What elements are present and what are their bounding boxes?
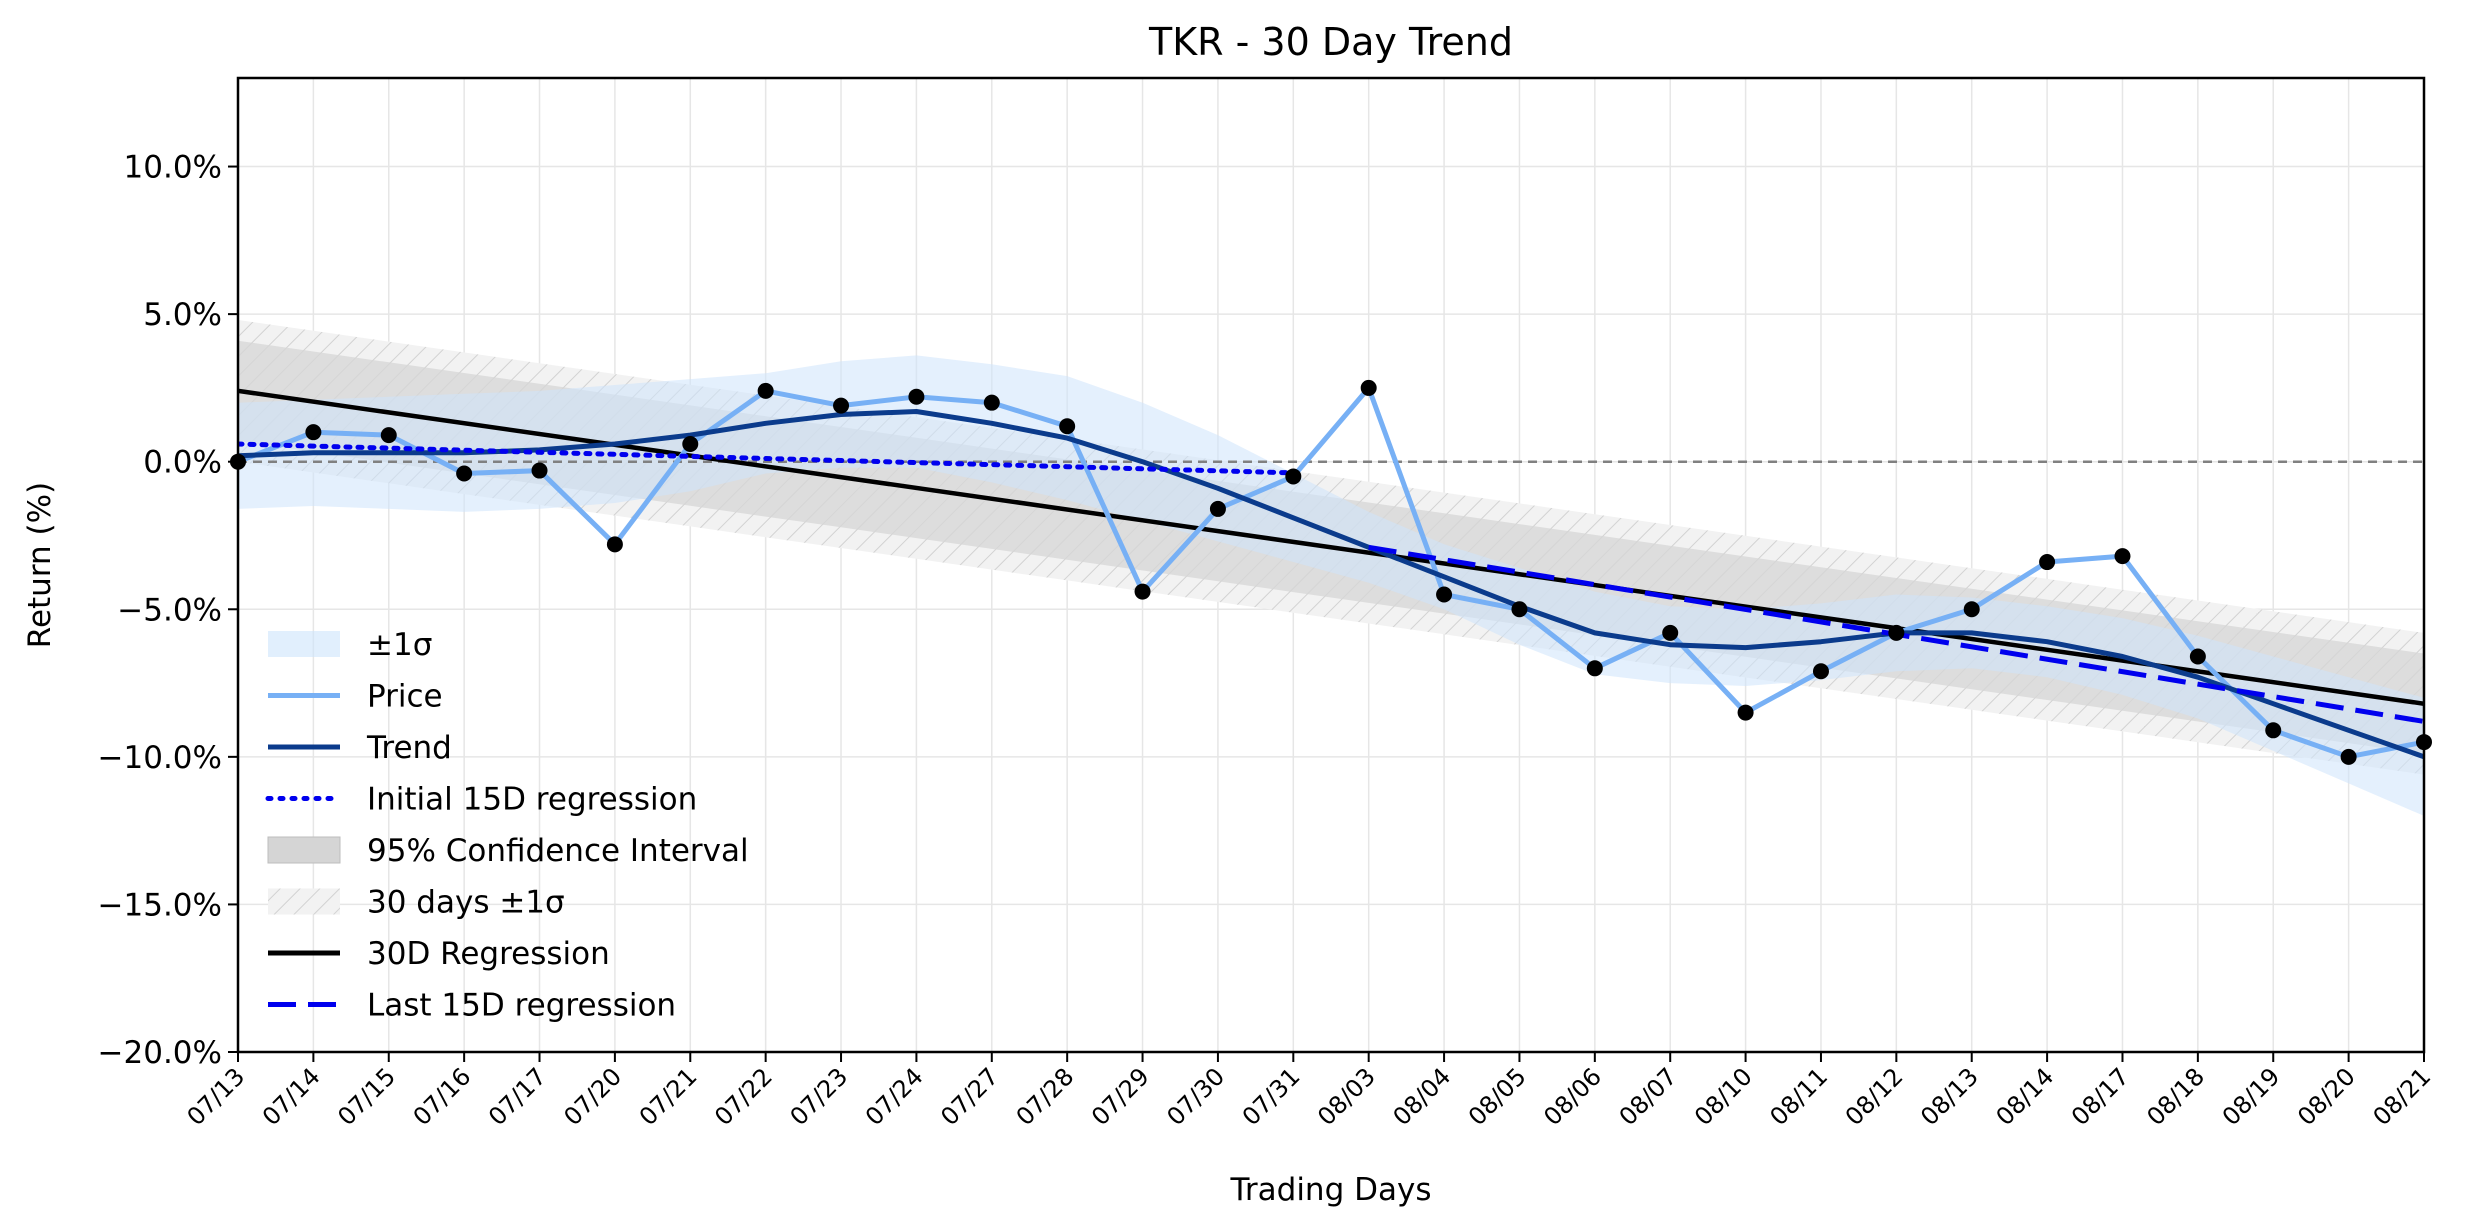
chart-title: TKR - 30 Day Trend	[1148, 20, 1513, 64]
price-point	[1662, 624, 1679, 641]
series-lines	[238, 385, 2424, 760]
x-tick-label: 08/06	[1538, 1062, 1607, 1131]
x-tick-label: 08/12	[1840, 1062, 1909, 1131]
price-point	[531, 462, 548, 479]
price-line	[238, 385, 2424, 760]
x-tick-label: 07/30	[1161, 1062, 1230, 1131]
x-tick-label: 07/28	[1011, 1062, 1080, 1131]
price-point	[1511, 601, 1528, 618]
price-point	[1963, 601, 1980, 618]
price-point	[2114, 548, 2131, 565]
price-point	[682, 435, 699, 452]
price-point	[1209, 500, 1226, 517]
x-tick-label: 08/11	[1764, 1062, 1833, 1131]
x-tick-label: 08/03	[1312, 1062, 1381, 1131]
price-point	[2189, 648, 2206, 665]
x-tick-label: 08/07	[1614, 1062, 1683, 1131]
x-tick-label: 08/19	[2217, 1062, 2286, 1131]
x-tick-label: 07/29	[1086, 1062, 1155, 1131]
price-point	[1059, 418, 1076, 435]
price-point	[1812, 663, 1829, 680]
legend-label: Last 15D regression	[367, 988, 676, 1024]
x-tick-label: 07/13	[182, 1062, 251, 1131]
y-tick-label: 10.0%	[124, 150, 222, 186]
y-axis: 10.0% 5.0% 0.0% −5.0% −10.0% −15.0% −20.0%	[98, 150, 238, 1071]
legend-swatch-hatched-sigma	[268, 888, 340, 915]
x-tick-label: 07/14	[257, 1062, 326, 1131]
x-tick-label: 07/24	[860, 1062, 929, 1131]
y-tick-label: −10.0%	[98, 740, 222, 776]
price-point	[1285, 468, 1302, 485]
price-point	[606, 536, 623, 553]
legend-label: Trend	[366, 730, 452, 766]
legend-label: Price	[367, 679, 443, 715]
price-point	[2265, 722, 2282, 739]
price-point	[1134, 583, 1151, 600]
legend-label: 30 days ±1σ	[367, 885, 565, 921]
x-axis-label: Trading Days	[1230, 1172, 1432, 1208]
price-point	[456, 465, 473, 482]
legend-label: 95% Confidence Interval	[367, 833, 749, 869]
y-axis-label: Return (%)	[22, 482, 58, 648]
price-point	[380, 427, 397, 444]
x-tick-label: 07/21	[634, 1062, 703, 1131]
x-tick-label: 08/10	[1689, 1062, 1758, 1131]
trend-line	[238, 409, 2424, 760]
price-point	[1737, 704, 1754, 721]
initial-15d-regression-line	[238, 441, 1296, 476]
price-point	[1888, 624, 1905, 641]
x-tick-label: 07/27	[935, 1062, 1004, 1131]
x-tick-label: 08/05	[1463, 1062, 1532, 1131]
legend-label: Initial 15D regression	[367, 782, 697, 818]
x-tick-label: 08/17	[2066, 1062, 2135, 1131]
x-tick-label: 07/16	[408, 1062, 477, 1131]
y-tick-label: 0.0%	[143, 445, 222, 481]
plot-frame	[236, 76, 2426, 1054]
x-tick-label: 08/20	[2292, 1062, 2361, 1131]
x-tick-label: 07/31	[1237, 1062, 1306, 1131]
price-point	[833, 397, 850, 414]
y-tick-label: −5.0%	[117, 592, 222, 628]
x-axis: 07/13 07/14 07/15 07/16 07/17 07/20 07/21 07/22…	[182, 1052, 2437, 1131]
price-point	[983, 394, 1000, 411]
x-tick-label: 08/14	[1991, 1062, 2060, 1131]
x-tick-label: 08/21	[2368, 1062, 2437, 1131]
price-point	[2340, 748, 2357, 765]
price-point	[757, 382, 774, 399]
x-tick-label: 08/04	[1388, 1062, 1457, 1131]
price-point	[305, 424, 322, 441]
legend-swatch-confidence-interval	[267, 836, 341, 864]
x-tick-label: 08/13	[1915, 1062, 1984, 1131]
bands	[238, 320, 2424, 816]
price-point	[1360, 379, 1377, 396]
price-point	[1436, 586, 1453, 603]
price-point	[1586, 660, 1603, 677]
price-point	[908, 388, 925, 405]
x-tick-label: 07/23	[785, 1062, 854, 1131]
legend-label: 30D Regression	[367, 936, 610, 972]
y-tick-label: 5.0%	[143, 297, 222, 333]
x-tick-label: 08/18	[2141, 1062, 2210, 1131]
x-tick-label: 07/17	[483, 1062, 552, 1131]
y-tick-label: −20.0%	[98, 1035, 222, 1071]
legend: ±1σ Price Trend Initial 15D regression 95% C…	[265, 627, 749, 1024]
x-tick-label: 07/15	[332, 1062, 401, 1131]
y-tick-label: −15.0%	[98, 887, 222, 923]
price-point	[2039, 554, 2056, 571]
legend-label: ±1σ	[367, 627, 432, 663]
x-tick-label: 07/22	[709, 1062, 778, 1131]
regression-30d-line	[238, 388, 2424, 706]
x-tick-label: 07/20	[558, 1062, 627, 1131]
legend-swatch-sigma	[268, 631, 340, 657]
